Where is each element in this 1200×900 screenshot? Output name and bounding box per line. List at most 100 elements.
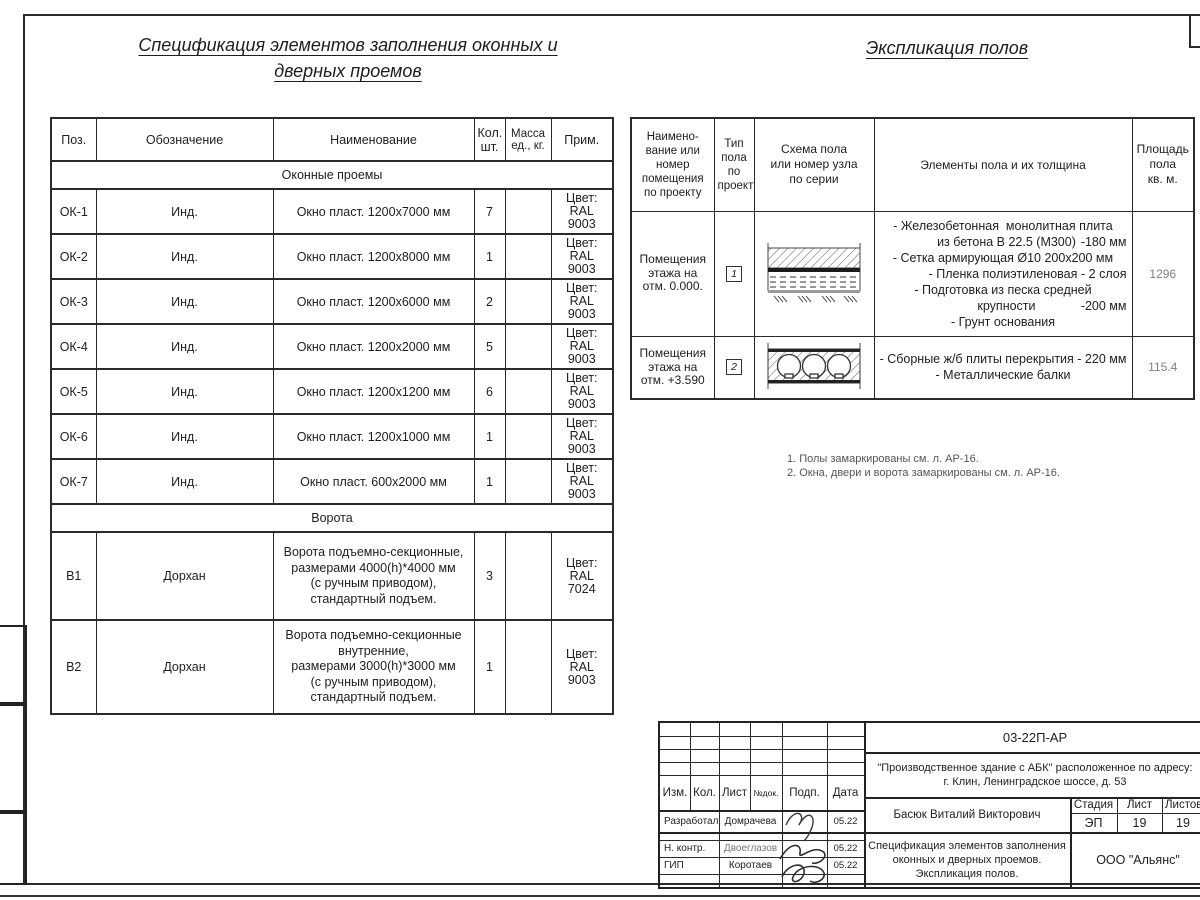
cell-name: Окно пласт. 600х2000 мм bbox=[272, 458, 475, 505]
cell-type: 1 bbox=[713, 210, 755, 337]
cell-pos: В2 bbox=[50, 619, 97, 715]
col-kol-label: Кол. bbox=[693, 786, 716, 799]
sheet-label: Лист bbox=[1127, 799, 1152, 811]
role-developed: Разработал bbox=[664, 815, 719, 827]
table-row: В2 Дорхан Ворота подъемно-секционные вну… bbox=[50, 619, 614, 715]
cell-designation: Инд. bbox=[95, 233, 274, 280]
spec-table-title: Спецификация элементов заполнения оконны… bbox=[138, 35, 558, 82]
cell-designation: Инд. bbox=[95, 368, 274, 415]
cell-designation: Инд. bbox=[95, 278, 274, 325]
cell-name: Окно пласт. 1200х1200 мм bbox=[272, 368, 475, 415]
cell-note: Цвет: RAL 9003 bbox=[550, 323, 614, 370]
cell-pos: ОК-3 bbox=[50, 278, 97, 325]
cell-mass bbox=[504, 458, 552, 505]
layer-thickness: -200 мм bbox=[1080, 298, 1127, 313]
cell-pos: ОК-4 bbox=[50, 323, 97, 370]
cell-mass bbox=[504, 619, 552, 715]
sheet-value: 19 bbox=[1132, 815, 1147, 830]
cell-qty: 6 bbox=[473, 368, 506, 415]
date-gip: 05.22 bbox=[833, 860, 858, 871]
frame-top-border bbox=[23, 14, 1200, 16]
cell-qty: 1 bbox=[473, 458, 506, 505]
cell-mass bbox=[504, 531, 552, 621]
cell-schema bbox=[753, 210, 875, 337]
table-row: ОК-3 Инд. Окно пласт. 1200х6000 мм 2 Цве… bbox=[50, 278, 614, 325]
date-developed: 05.22 bbox=[833, 815, 858, 827]
name-korotaev: Коротаев bbox=[728, 860, 773, 871]
cell-pos: ОК-6 bbox=[50, 413, 97, 460]
cell-area: 1296 bbox=[1131, 210, 1195, 337]
spec-header-row: Поз. Обозначение Наименование Кол. шт. М… bbox=[50, 117, 614, 162]
note-line: 1. Полы замаркированы см. л. АР-16. bbox=[787, 453, 979, 465]
layer-text: - Металлические балки bbox=[935, 368, 1071, 383]
frame-left-border bbox=[23, 14, 25, 885]
cell-name: Окно пласт. 1200х1000 мм bbox=[272, 413, 475, 460]
cell-designation: Инд. bbox=[95, 413, 274, 460]
hollow-core-slab-schema-diagram bbox=[767, 342, 861, 389]
cell-qty: 1 bbox=[473, 619, 506, 715]
cell-name: Окно пласт. 1200х6000 мм bbox=[272, 278, 475, 325]
header-name: Наименование bbox=[272, 117, 475, 162]
cell-note: Цвет: RAL 9003 bbox=[550, 188, 614, 235]
cell-mass bbox=[504, 233, 552, 280]
signatures-overlay bbox=[779, 812, 826, 884]
table-row: ОК-1 Инд. Окно пласт. 1200х7000 мм 7 Цве… bbox=[50, 188, 614, 235]
section-gates: Ворота bbox=[50, 503, 614, 533]
cell-designation: Инд. bbox=[95, 323, 274, 370]
cell-elements: - Сборные ж/б плиты перекрытия - 220 мм … bbox=[873, 335, 1133, 400]
project-address: "Производственное здание с АБК" располож… bbox=[877, 761, 1193, 788]
note-line: 2. Окна, двери и ворота замаркированы см… bbox=[787, 467, 1060, 479]
col-ndok-label: №док. bbox=[753, 787, 779, 798]
cell-elements: - Железобетонная монолитная плита из бет… bbox=[873, 210, 1133, 337]
table-row: Помещения этажа на отм. 0.000. 1 bbox=[630, 210, 1195, 337]
floor-layer-item: - Подготовка из песка средней крупности … bbox=[878, 282, 1129, 314]
section-row: Ворота bbox=[50, 503, 614, 533]
floors-table: Наимено- вание или номер помещения по пр… bbox=[630, 117, 1195, 400]
stage-label: Стадия bbox=[1073, 799, 1114, 811]
cell-note: Цвет: RAL 9003 bbox=[550, 413, 614, 460]
filing-box bbox=[0, 625, 27, 706]
cell-qty: 1 bbox=[473, 413, 506, 460]
table-row: Помещения этажа на отм. +3.590 2 bbox=[630, 335, 1195, 400]
layer-thickness: -180 мм bbox=[1080, 234, 1127, 249]
layer-text: - Сетка армирующая Ø10 200х200 мм bbox=[892, 250, 1114, 265]
cell-room: Помещения этажа на отм. 0.000. bbox=[630, 210, 715, 337]
floor-layer-item: - Грунт основания bbox=[878, 314, 1129, 330]
signature-dvoeglazov bbox=[779, 844, 826, 865]
table-row: ОК-4 Инд. Окно пласт. 1200х2000 мм 5 Цве… bbox=[50, 323, 614, 370]
cell-designation: Дорхан bbox=[95, 619, 274, 715]
header-qty: Кол. шт. bbox=[473, 117, 506, 162]
cell-qty: 3 bbox=[473, 531, 506, 621]
paper-bottom-edge bbox=[0, 895, 1200, 897]
cell-name: Ворота подъемно-секционные внутренние, р… bbox=[272, 619, 475, 715]
cell-note: Цвет: RAL 9003 bbox=[550, 368, 614, 415]
table-row: ОК-6 Инд. Окно пласт. 1200х1000 мм 1 Цве… bbox=[50, 413, 614, 460]
cell-name: Окно пласт. 1200х8000 мм bbox=[272, 233, 475, 280]
layer-text: - Сборные ж/б плиты перекрытия - 220 мм bbox=[879, 352, 1127, 367]
floor-layer-item: - Железобетонная монолитная плита из бет… bbox=[878, 218, 1129, 250]
name-dvoeglazov: Двоеглазов bbox=[723, 843, 778, 854]
header-room: Наимено- вание или номер помещения по пр… bbox=[630, 117, 715, 212]
cell-designation: Дорхан bbox=[95, 531, 274, 621]
cell-note: Цвет: RAL 7024 bbox=[550, 531, 614, 621]
frame-corner-box-line-h bbox=[1189, 46, 1200, 48]
cell-pos: ОК-1 bbox=[50, 188, 97, 235]
floor-layer-item: - Сборные ж/б плиты перекрытия - 220 мм bbox=[878, 351, 1129, 367]
cell-room: Помещения этажа на отм. +3.590 bbox=[630, 335, 715, 400]
floor-layer-item: - Пленка полиэтиленовая - 2 слоя bbox=[878, 266, 1129, 282]
cell-mass bbox=[504, 188, 552, 235]
cell-name: Окно пласт. 1200х7000 мм bbox=[272, 188, 475, 235]
title-block: Изм. Кол. Лист №док. Подп. Дата Разработ… bbox=[658, 721, 1200, 889]
cell-note: Цвет: RAL 9003 bbox=[550, 278, 614, 325]
table-row: В1 Дорхан Ворота подъемно-секционные, ра… bbox=[50, 531, 614, 621]
cell-note: Цвет: RAL 9003 bbox=[550, 233, 614, 280]
cell-note: Цвет: RAL 9003 bbox=[550, 619, 614, 715]
cell-qty: 7 bbox=[473, 188, 506, 235]
frame-corner-box-line-v bbox=[1189, 14, 1191, 48]
role-ncontrol: Н. контр. bbox=[664, 843, 706, 854]
header-pos: Поз. bbox=[50, 117, 97, 162]
layer-text: - Железобетонная монолитная плита из бет… bbox=[893, 218, 1113, 249]
layer-text: - Пленка полиэтиленовая bbox=[928, 266, 1078, 281]
signature-korotaev bbox=[781, 864, 826, 884]
cell-qty: 1 bbox=[473, 233, 506, 280]
